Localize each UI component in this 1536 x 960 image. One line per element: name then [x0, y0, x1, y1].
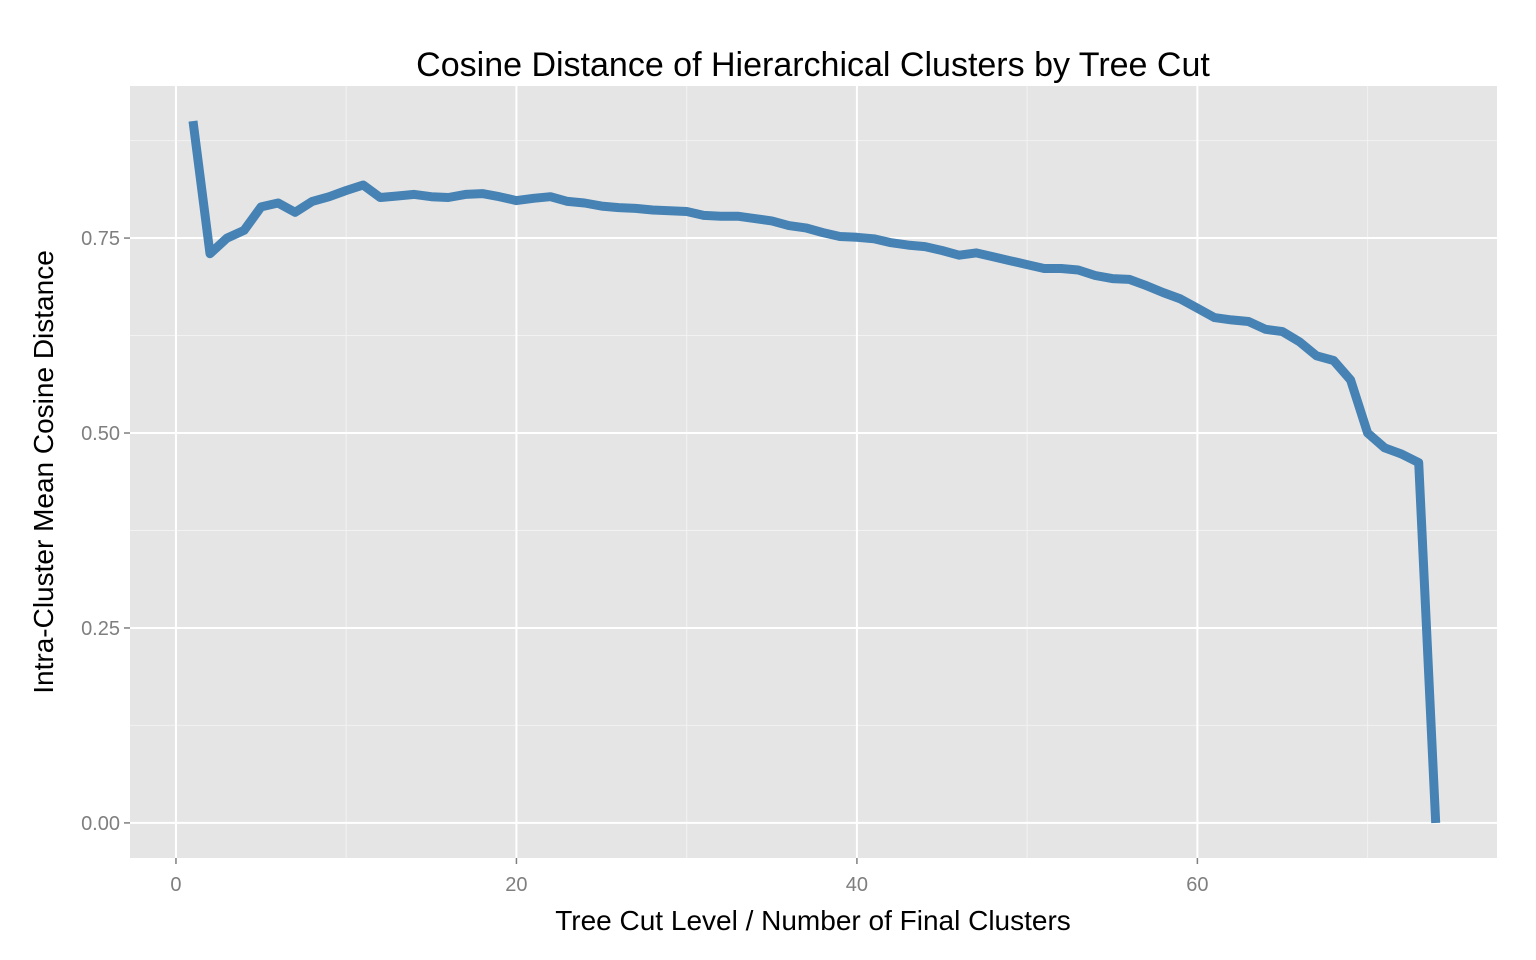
- series-group: [188, 120, 1441, 824]
- y-tick-label: 0.75: [81, 228, 120, 250]
- y-axis-ticks: 0.00 0.25 0.50 0.75: [81, 228, 130, 835]
- x-tick-label: 40: [846, 874, 868, 896]
- y-tick-label: 0.50: [81, 423, 120, 445]
- chart-title: Cosine Distance of Hierarchical Clusters…: [416, 46, 1210, 84]
- y-tick-label: 0.25: [81, 618, 120, 640]
- x-tick-label: 60: [1186, 874, 1208, 896]
- x-tick-label: 20: [505, 874, 527, 896]
- series-line: [188, 120, 1441, 824]
- major-gridlines: [130, 86, 1497, 858]
- y-tick-label: 0.00: [81, 813, 120, 835]
- y-axis-title: Intra-Cluster Mean Cosine Distance: [28, 250, 59, 694]
- x-axis-ticks: 0 20 40 60: [170, 858, 1209, 896]
- x-tick-label: 0: [170, 874, 181, 896]
- plot-panel: [130, 86, 1497, 858]
- x-axis-title: Tree Cut Level / Number of Final Cluster…: [555, 905, 1071, 936]
